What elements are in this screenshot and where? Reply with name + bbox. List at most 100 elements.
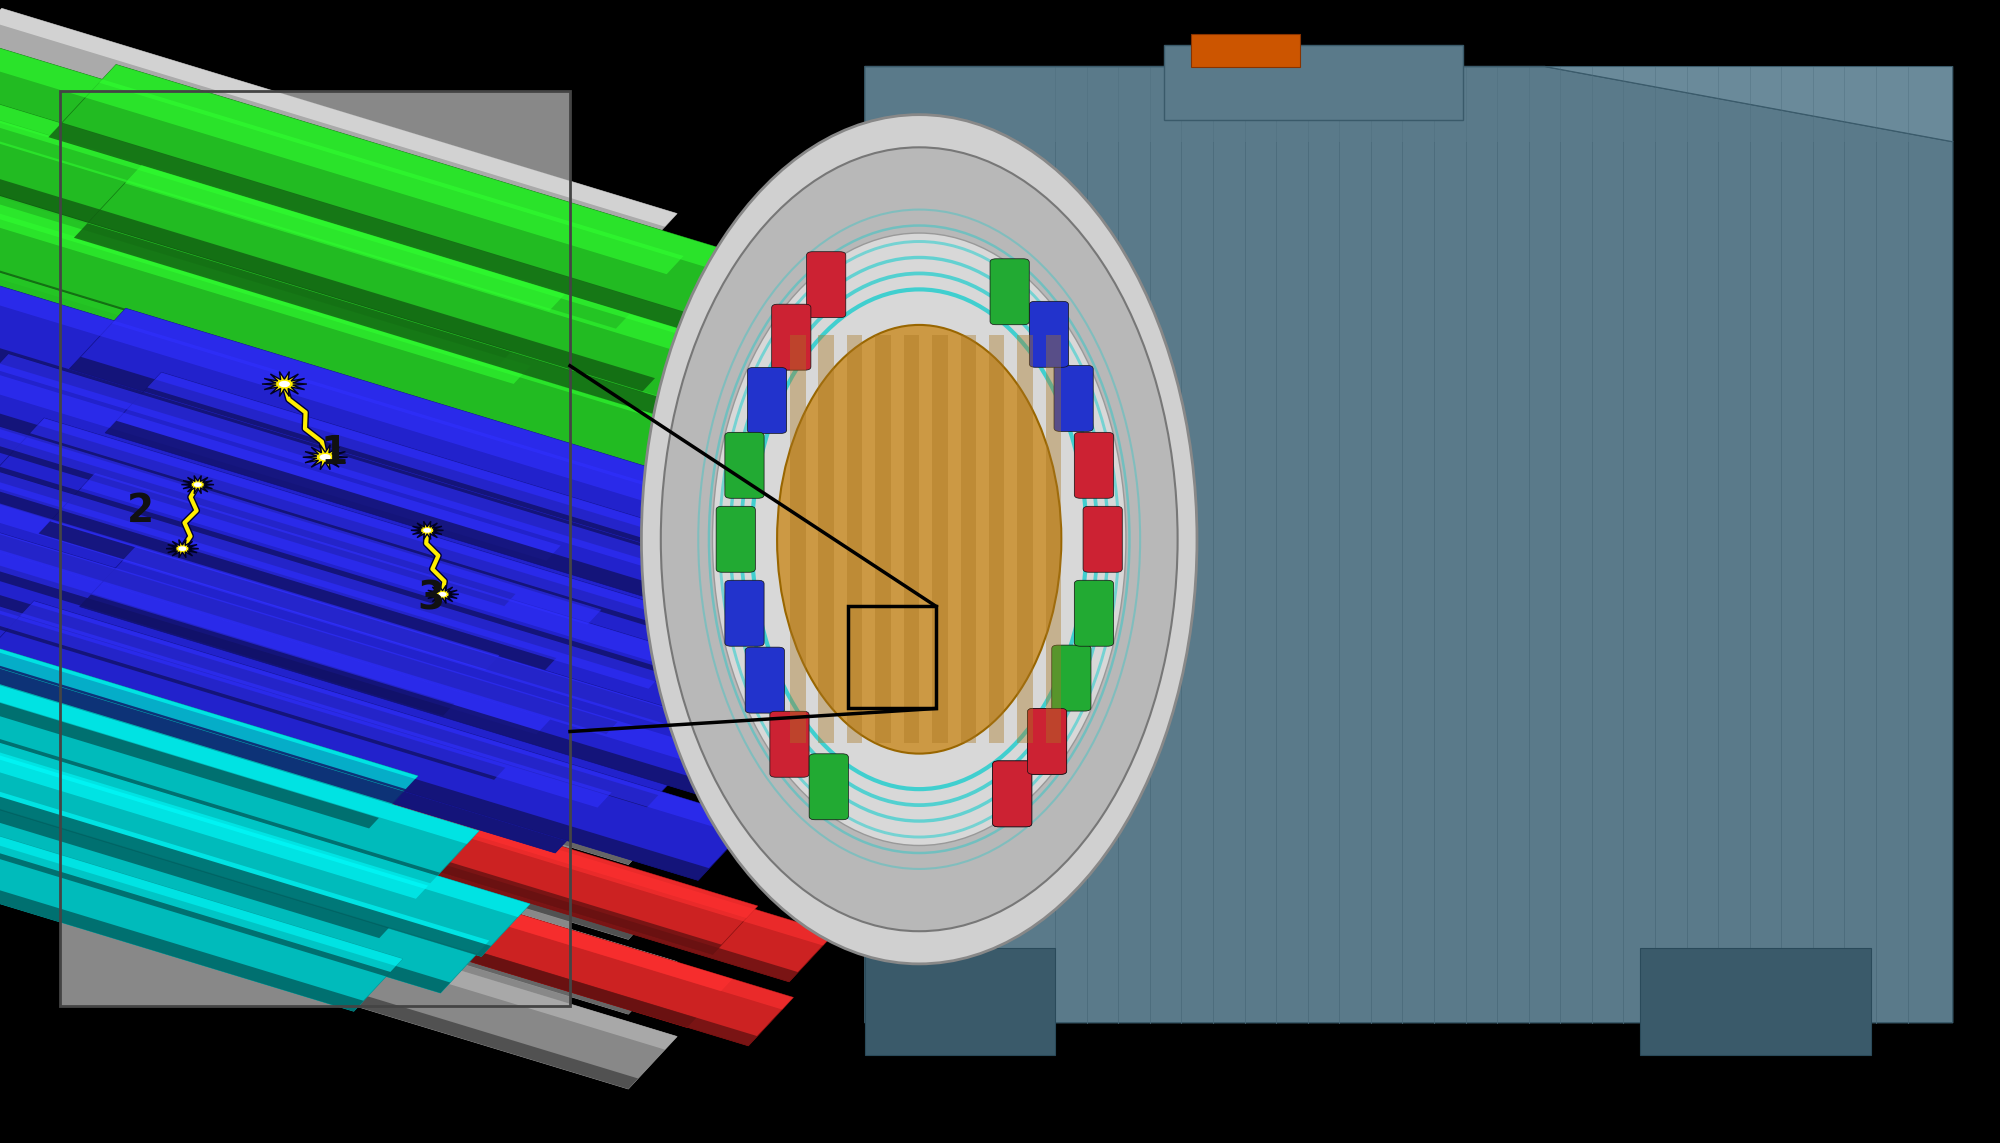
Polygon shape: [0, 95, 630, 329]
Bar: [1018, 335, 1032, 743]
FancyBboxPatch shape: [1028, 709, 1066, 774]
Polygon shape: [0, 681, 678, 900]
FancyBboxPatch shape: [716, 506, 756, 573]
Polygon shape: [0, 549, 506, 780]
Polygon shape: [0, 681, 678, 940]
Polygon shape: [0, 622, 566, 853]
Polygon shape: [0, 873, 638, 1089]
Polygon shape: [148, 373, 882, 607]
Polygon shape: [0, 375, 516, 606]
Polygon shape: [0, 350, 638, 566]
Polygon shape: [38, 521, 770, 752]
Polygon shape: [0, 601, 754, 880]
Polygon shape: [0, 598, 418, 789]
Polygon shape: [0, 574, 638, 790]
Polygon shape: [60, 439, 122, 640]
Polygon shape: [0, 485, 454, 716]
Polygon shape: [100, 64, 836, 302]
FancyBboxPatch shape: [1054, 366, 1094, 431]
Polygon shape: [0, 757, 678, 1014]
Polygon shape: [0, 383, 678, 640]
Polygon shape: [0, 327, 560, 561]
Polygon shape: [0, 455, 662, 734]
Polygon shape: [70, 309, 846, 588]
Polygon shape: [0, 528, 704, 762]
Polygon shape: [0, 649, 710, 880]
Polygon shape: [302, 445, 348, 470]
Polygon shape: [128, 767, 722, 954]
Polygon shape: [30, 418, 764, 653]
FancyBboxPatch shape: [770, 711, 810, 777]
Polygon shape: [0, 383, 474, 623]
Bar: [60, 91, 570, 1006]
Polygon shape: [204, 756, 834, 982]
Bar: [876, 335, 890, 743]
FancyBboxPatch shape: [1028, 709, 1066, 774]
Polygon shape: [106, 421, 836, 652]
Polygon shape: [0, 158, 678, 376]
Polygon shape: [0, 205, 476, 439]
Polygon shape: [0, 762, 490, 953]
FancyBboxPatch shape: [806, 251, 846, 318]
Ellipse shape: [642, 114, 1196, 964]
Polygon shape: [0, 354, 728, 589]
Polygon shape: [0, 781, 402, 972]
Polygon shape: [48, 64, 836, 357]
Polygon shape: [0, 238, 608, 530]
Polygon shape: [426, 585, 458, 604]
Polygon shape: [0, 457, 678, 714]
Polygon shape: [0, 418, 764, 697]
Polygon shape: [122, 546, 856, 781]
Polygon shape: [864, 948, 1056, 1055]
Polygon shape: [0, 781, 402, 1012]
Text: 2: 2: [126, 491, 154, 530]
Polygon shape: [48, 122, 782, 357]
Polygon shape: [60, 732, 136, 869]
Polygon shape: [0, 131, 512, 366]
Polygon shape: [0, 146, 530, 439]
Bar: [932, 335, 948, 743]
Polygon shape: [0, 307, 678, 526]
Polygon shape: [0, 499, 638, 714]
Polygon shape: [0, 391, 602, 625]
Polygon shape: [162, 820, 794, 1046]
Polygon shape: [0, 422, 438, 623]
Polygon shape: [128, 728, 758, 954]
Polygon shape: [0, 250, 654, 485]
Polygon shape: [0, 73, 566, 311]
Polygon shape: [0, 83, 678, 302]
Ellipse shape: [438, 592, 446, 597]
Polygon shape: [0, 307, 678, 566]
Polygon shape: [0, 383, 474, 586]
Polygon shape: [162, 858, 758, 1046]
Bar: [846, 335, 862, 743]
Polygon shape: [74, 165, 862, 457]
Polygon shape: [0, 281, 704, 515]
Polygon shape: [0, 233, 678, 451]
Polygon shape: [0, 8, 678, 226]
Polygon shape: [0, 146, 530, 384]
Polygon shape: [0, 101, 710, 393]
Polygon shape: [0, 799, 638, 1014]
Polygon shape: [1164, 45, 1464, 120]
Polygon shape: [0, 437, 500, 716]
FancyBboxPatch shape: [990, 258, 1030, 325]
Polygon shape: [0, 831, 678, 1049]
Polygon shape: [80, 546, 856, 825]
Polygon shape: [0, 455, 662, 689]
FancyBboxPatch shape: [1030, 302, 1068, 367]
Polygon shape: [0, 158, 678, 416]
Polygon shape: [0, 281, 704, 560]
Polygon shape: [0, 424, 638, 640]
Polygon shape: [0, 192, 710, 485]
Ellipse shape: [712, 233, 1126, 846]
Polygon shape: [0, 750, 390, 938]
Polygon shape: [0, 695, 440, 884]
FancyBboxPatch shape: [810, 753, 848, 820]
Ellipse shape: [320, 454, 330, 461]
FancyBboxPatch shape: [724, 581, 764, 646]
Ellipse shape: [778, 325, 1062, 753]
Polygon shape: [0, 73, 566, 366]
Polygon shape: [0, 574, 612, 808]
Polygon shape: [102, 840, 696, 1028]
